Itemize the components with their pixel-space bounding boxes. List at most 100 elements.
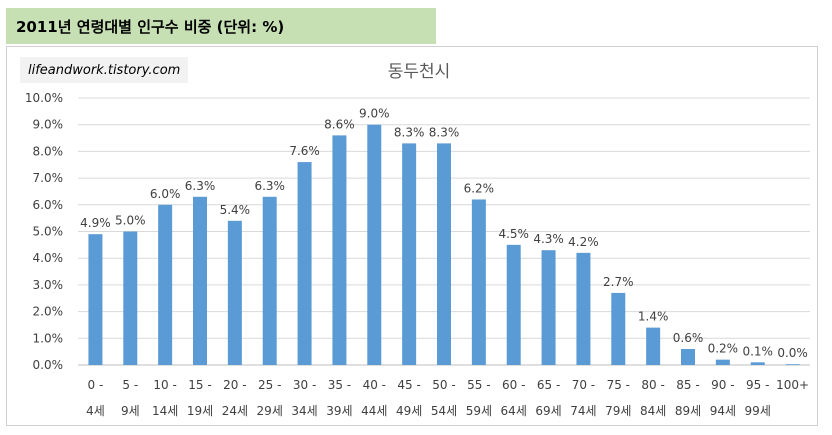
x-axis-ticks: 0 - 4세 5 - 9세 10 - 14세 15 - 19세 20 - 24세 25 - 29세 30… xyxy=(86,378,809,418)
data-label: 7.6% xyxy=(289,144,320,158)
x-tick-label: 89세 xyxy=(675,404,701,418)
x-tick-label: 60 - xyxy=(502,378,525,392)
y-tick-label: 3.0% xyxy=(33,278,64,292)
data-label: 8.3% xyxy=(394,125,425,139)
data-label: 4.9% xyxy=(80,216,111,230)
bar xyxy=(402,143,417,365)
x-tick-label: 95 - xyxy=(746,378,769,392)
x-tick-label: 25 - xyxy=(258,378,281,392)
y-tick-label: 7.0% xyxy=(33,171,64,185)
y-tick-label: 2.0% xyxy=(33,305,64,319)
bar xyxy=(471,199,486,365)
bar xyxy=(367,124,382,365)
x-tick-label: 55 - xyxy=(467,378,490,392)
data-label: 0.2% xyxy=(708,342,739,356)
x-tick-label: 49세 xyxy=(396,404,422,418)
x-tick-label: 84세 xyxy=(640,404,666,418)
bar xyxy=(681,348,695,365)
data-label: 0.1% xyxy=(742,344,773,358)
x-tick-label: 94세 xyxy=(710,404,736,418)
x-tick-label: 39세 xyxy=(326,404,352,418)
x-tick-label: 35 - xyxy=(328,378,351,392)
y-tick-label: 0.0% xyxy=(33,358,64,372)
data-label: 6.3% xyxy=(185,179,216,193)
x-tick-label: 14세 xyxy=(152,404,178,418)
header-title: 2011년 연령대별 인구수 비중 (단위: %) xyxy=(16,17,285,36)
data-label: 6.3% xyxy=(254,179,285,193)
y-axis-ticks: 0.0% 1.0% 2.0% 3.0% 4.0% 5.0% 6.0% 7.0% 8.0% 9.0%… xyxy=(25,91,63,372)
bar xyxy=(750,362,765,365)
x-tick-label: 5 - xyxy=(122,378,138,392)
x-tick-label: 15 - xyxy=(188,378,211,392)
data-label: 4.5% xyxy=(498,227,529,241)
x-tick-label: 70 - xyxy=(572,378,595,392)
data-label: 5.0% xyxy=(115,214,146,228)
x-tick-label: 19세 xyxy=(187,404,213,418)
data-label: 0.6% xyxy=(673,331,704,345)
bar xyxy=(123,231,138,365)
x-tick-label: 30 - xyxy=(293,378,316,392)
x-tick-label: 20 - xyxy=(223,378,246,392)
x-tick-label: 65 - xyxy=(537,378,560,392)
x-tick-label: 29세 xyxy=(257,404,283,418)
bar xyxy=(437,143,451,365)
bar xyxy=(88,234,103,365)
data-label: 8.6% xyxy=(324,117,355,131)
x-tick-label: 45 - xyxy=(397,378,420,392)
y-tick-label: 4.0% xyxy=(33,251,64,265)
bar xyxy=(541,250,556,365)
y-tick-label: 10.0% xyxy=(25,91,63,105)
x-tick-label: 59세 xyxy=(466,404,492,418)
bar xyxy=(715,359,730,365)
data-label: 5.4% xyxy=(220,203,251,217)
data-label: 4.2% xyxy=(568,235,599,249)
x-tick-label: 80 - xyxy=(641,378,664,392)
x-tick-label: 99세 xyxy=(745,404,771,418)
data-label: 1.4% xyxy=(638,310,669,324)
y-tick-label: 5.0% xyxy=(33,225,64,239)
x-tick-label: 50 - xyxy=(432,378,455,392)
y-tick-label: 6.0% xyxy=(33,198,64,212)
y-tick-label: 8.0% xyxy=(33,144,64,158)
watermark-text: lifeandwork.tistory.com xyxy=(28,62,181,78)
bar xyxy=(297,162,312,365)
x-tick-label: 69세 xyxy=(535,404,561,418)
x-tick-label: 4세 xyxy=(86,404,105,418)
data-labels: 4.9% 5.0%6.0%6.3%5.4%6.3%7.6%8.6%9.0%8.3%… xyxy=(80,107,808,361)
x-tick-label: 34세 xyxy=(291,404,317,418)
x-tick-label: 75 - xyxy=(607,378,630,392)
x-tick-label: 40 - xyxy=(363,378,386,392)
data-label: 2.7% xyxy=(603,275,634,289)
x-tick-label: 64세 xyxy=(501,404,527,418)
x-tick-label: 100+ xyxy=(776,378,809,392)
bar xyxy=(227,220,242,365)
watermark: lifeandwork.tistory.com xyxy=(20,57,189,83)
data-label: 0.0% xyxy=(777,346,808,360)
chart-title: 동두천시 xyxy=(388,62,451,82)
data-label: 6.2% xyxy=(464,181,495,195)
bar xyxy=(158,204,173,365)
x-tick-label: 90 - xyxy=(711,378,734,392)
bar xyxy=(262,196,277,365)
x-tick-label: 0 - xyxy=(88,378,104,392)
x-tick-label: 9세 xyxy=(121,404,140,418)
x-tick-label: 44세 xyxy=(361,404,387,418)
bar xyxy=(646,327,661,365)
x-tick-label: 74세 xyxy=(570,404,596,418)
y-tick-label: 1.0% xyxy=(33,331,64,345)
data-label: 6.0% xyxy=(150,187,181,201)
data-label: 4.3% xyxy=(533,232,564,246)
x-tick-label: 54세 xyxy=(431,404,457,418)
bar xyxy=(576,252,591,365)
bars xyxy=(88,124,800,365)
bar xyxy=(785,364,800,365)
bar xyxy=(506,244,521,365)
data-label: 9.0% xyxy=(359,107,390,121)
data-label: 8.3% xyxy=(429,125,460,139)
bar xyxy=(611,292,626,365)
bar xyxy=(332,135,347,365)
bar xyxy=(193,196,207,365)
x-tick-label: 79세 xyxy=(605,404,631,418)
x-tick-label: 24세 xyxy=(222,404,248,418)
